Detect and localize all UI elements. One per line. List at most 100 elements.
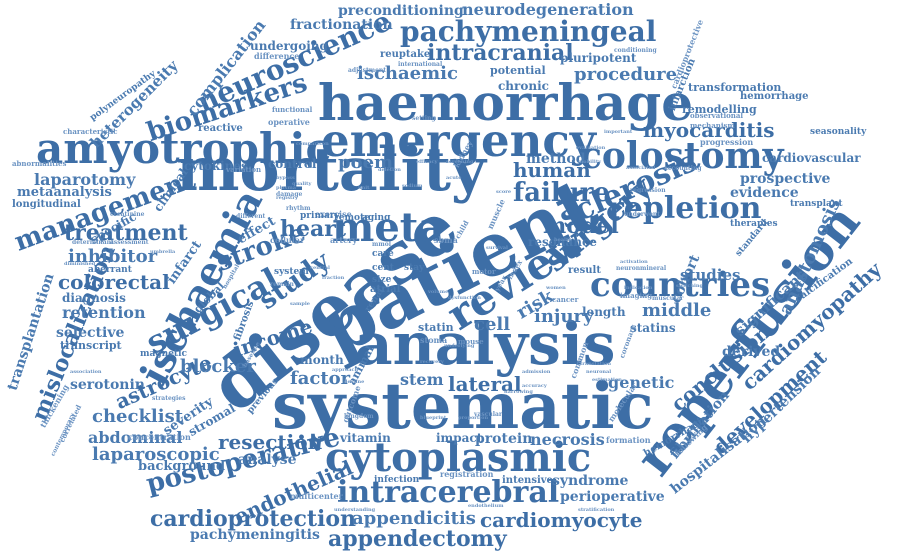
word-characteristic: characteristic	[63, 127, 118, 136]
word-umbrella: umbrella	[150, 249, 176, 255]
word-dysfunction: dysfunction	[448, 295, 481, 301]
word-cent: cent	[372, 263, 394, 273]
word-length: length	[582, 305, 626, 319]
word-pachymeningeal: pachymeningeal	[400, 15, 657, 48]
word-understanding: understanding	[334, 507, 376, 513]
word-poem: poem	[338, 152, 394, 173]
word-variation: variation	[226, 165, 262, 174]
word-heart: heart	[280, 216, 346, 242]
word-neuron: neuron	[616, 265, 641, 272]
word-mouse: mouse	[458, 337, 484, 346]
word-transformation: transformation	[688, 81, 782, 94]
word-mobility: mobility	[578, 159, 602, 165]
word-potential: potential	[490, 64, 546, 77]
word-cancer: cancer	[552, 295, 579, 304]
word-multicenter: multicenter	[290, 491, 343, 501]
word-mortality: mortality	[176, 135, 486, 205]
word-remodelling: remodelling	[682, 103, 757, 116]
word-kingdom: kingdom	[344, 413, 374, 420]
word-background: background	[138, 459, 226, 474]
word-remain: remain	[270, 281, 294, 288]
word-acute: acute	[446, 175, 462, 181]
word-associated: associated	[626, 165, 656, 171]
word-vitamin: vitamin	[340, 431, 391, 445]
word-magnetic: magnetic	[140, 349, 187, 359]
word-assessment: assessment	[110, 239, 149, 246]
word-neuronal: neuronal	[586, 369, 612, 375]
word-countries: countries	[590, 265, 771, 305]
word-artery: artery	[330, 235, 358, 245]
word-selective: selective	[56, 325, 125, 341]
word-aging: aging	[362, 213, 391, 223]
word-inhibitor: inhibitor	[68, 246, 158, 267]
word-cell: cell	[474, 314, 511, 335]
word-blocker: blocker	[180, 356, 256, 377]
word-association: association	[70, 369, 102, 375]
word-pluripotent: pluripotent	[560, 51, 637, 65]
word-different: different	[236, 213, 266, 220]
word-system: system	[274, 267, 309, 277]
word-mechanism: mechanism	[690, 121, 735, 130]
word-undergoing: undergoing	[250, 39, 328, 53]
word-approach: approach	[332, 367, 359, 373]
word-blueprint: blueprint	[420, 415, 447, 421]
word-perioperative: perioperative	[560, 489, 665, 505]
word-prospective: prospective	[740, 171, 831, 187]
word-mmol: mmol	[372, 241, 391, 248]
word-central: central	[310, 265, 330, 271]
word-lateral: lateral	[448, 372, 522, 396]
word-fraction: fraction	[322, 275, 345, 281]
word-ischaemic: ischaemic	[357, 63, 458, 84]
word-laparotomy: laparotomy	[34, 170, 136, 189]
word-appendicitis: appendicitis	[352, 508, 476, 529]
word-hemorrhage: hemorrhage	[740, 91, 809, 102]
word-accuracy: accuracy	[522, 383, 547, 389]
word-difference: difference	[254, 51, 300, 61]
word-health: health	[554, 237, 572, 243]
word-important: important	[604, 129, 633, 135]
word-haemorrhage: haemorrhage	[318, 73, 694, 132]
word-cellular: cellular	[270, 235, 305, 245]
word-serotonin: serotonin	[70, 377, 145, 393]
word-colorectal: colorectal	[58, 270, 170, 294]
word-syndrome: syndrome	[552, 473, 629, 489]
word-analysis: analysis	[355, 310, 616, 378]
word-reactive: reactive	[198, 123, 243, 134]
word-proportion: proportion	[458, 415, 489, 421]
word-resonance: resonance	[528, 235, 597, 249]
word-conditioning: conditioning	[614, 47, 657, 54]
word-coronary: coronary	[617, 323, 638, 360]
word-reuptake: reuptake	[380, 49, 431, 60]
word-genetic: genetic	[608, 373, 675, 392]
word-efficacy: efficacy	[416, 159, 438, 165]
word-muscular: muscular	[652, 295, 684, 302]
word-abnormalities: abnormalities	[12, 159, 67, 168]
word-observational: observational	[690, 111, 744, 120]
word-therapies: therapies	[730, 219, 778, 229]
word-meta: meta	[332, 204, 445, 251]
word-unit: unit	[358, 185, 370, 191]
word-switching: switching	[676, 283, 704, 289]
word-stem: stem	[400, 370, 444, 389]
word-decline: decline	[344, 379, 365, 385]
word-score: score	[496, 189, 512, 195]
word-operative: operative	[268, 117, 310, 127]
word-procedure: procedure	[574, 64, 678, 85]
word-adjustment: adjustment	[348, 67, 387, 74]
word-myocarditis: myocarditis	[643, 118, 775, 142]
word-seasonality: seasonality	[810, 127, 867, 137]
word-resection: resection	[218, 430, 323, 454]
word-women: women	[546, 285, 566, 291]
word-registration: registration	[440, 469, 494, 479]
word-stoma: stoma	[420, 335, 448, 345]
word-amyotrophic: amyotrophic	[36, 124, 332, 173]
word-metaanalysis: metaanalysis	[17, 185, 112, 200]
word-formation: formation	[606, 435, 651, 445]
word-estimation: estimation	[592, 377, 622, 383]
word-registry: registry	[276, 195, 298, 201]
word-intracranial: intracranial	[427, 40, 574, 66]
word-exercise: exercise	[315, 209, 352, 219]
word-care: care	[372, 249, 394, 259]
word-protein: protein	[475, 431, 533, 447]
word-middle: middle	[642, 300, 712, 321]
